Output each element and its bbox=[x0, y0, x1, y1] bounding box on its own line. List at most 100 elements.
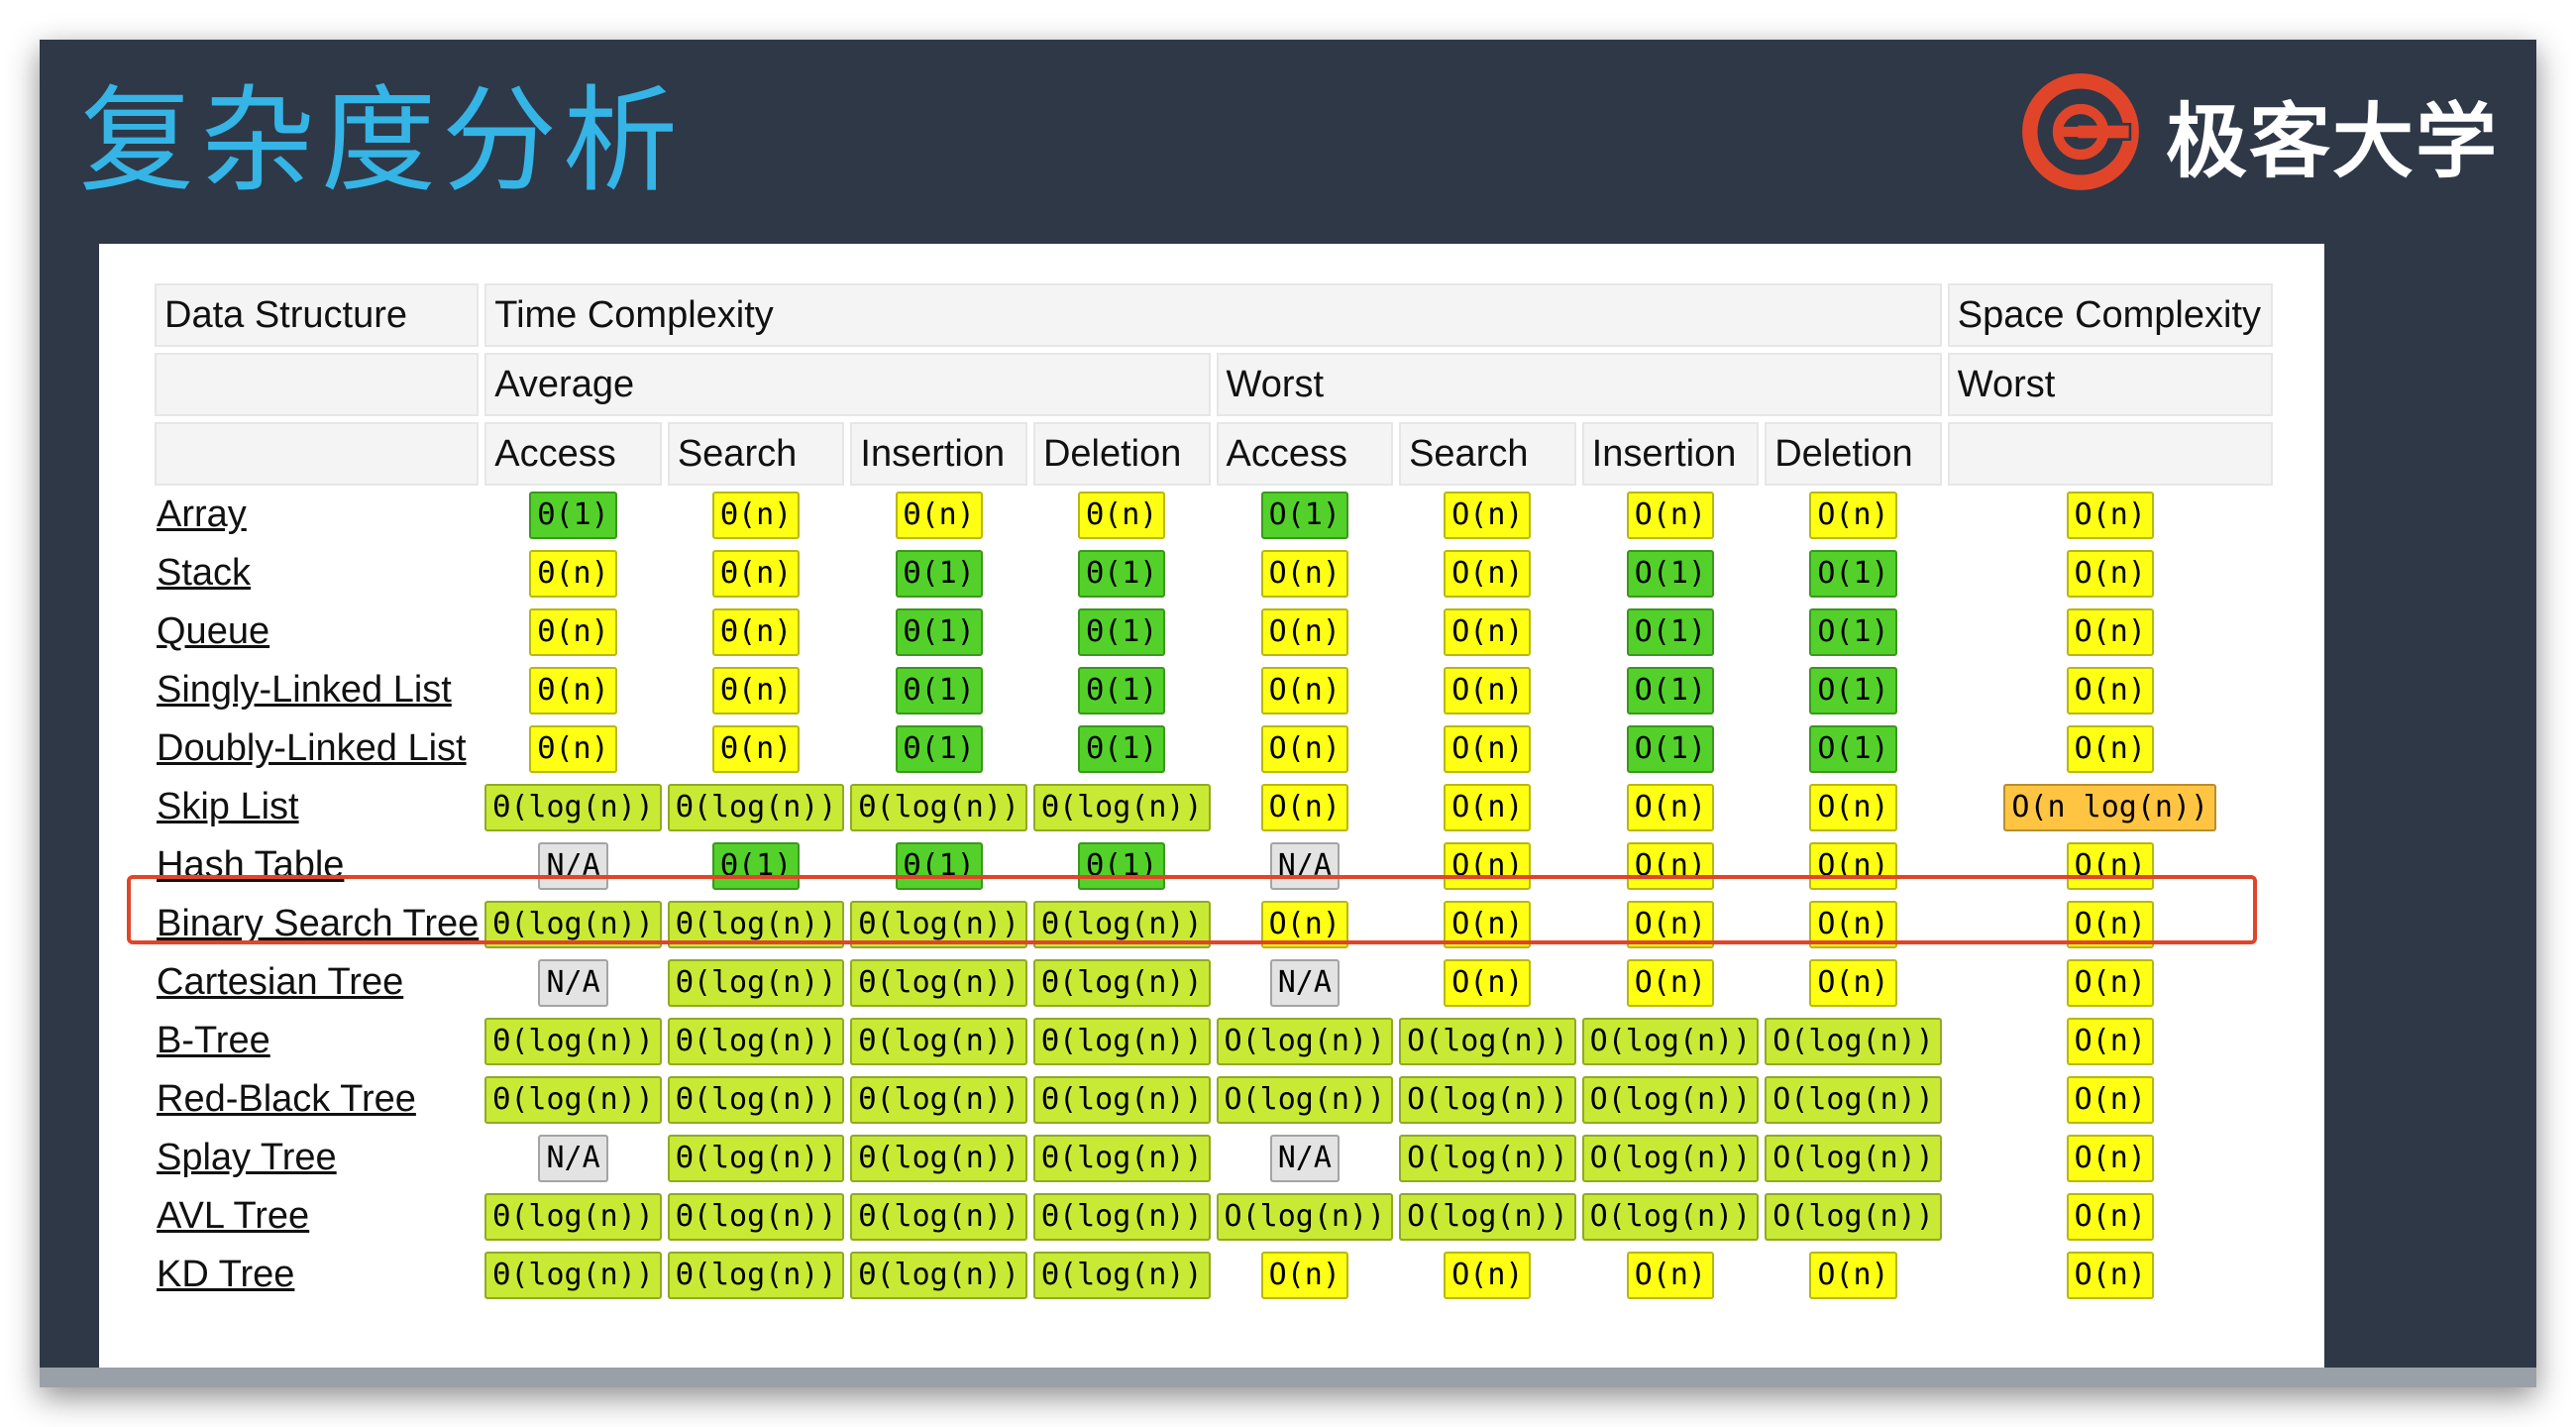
data-structure-link[interactable]: B-Tree bbox=[157, 1020, 270, 1061]
table-row: Splay Tree N/A Θ(log(n)) Θ(log(n)) Θ(log(n))… bbox=[155, 1129, 2273, 1187]
worst-insertion-cell: O(1) bbox=[1582, 544, 1760, 603]
data-structure-link[interactable]: Stack bbox=[157, 552, 252, 594]
complexity-badge: Θ(log(n)) bbox=[667, 783, 845, 831]
complexity-badge: O(n) bbox=[1626, 841, 1715, 890]
data-structure-link[interactable]: Skip List bbox=[157, 786, 299, 827]
complexity-badge: Θ(log(n)) bbox=[484, 783, 662, 831]
data-structure-link[interactable]: Cartesian Tree bbox=[157, 961, 404, 1003]
complexity-badge: O(n) bbox=[2066, 841, 2154, 890]
worst-search-cell: O(log(n)) bbox=[1399, 1070, 1576, 1129]
avg-deletion-cell: Θ(1) bbox=[1033, 544, 1211, 603]
table-row: Singly-Linked List Θ(n) Θ(n) Θ(1) Θ(1) O(n) O(… bbox=[155, 661, 2273, 719]
worst-access-cell: O(n) bbox=[1217, 603, 1394, 661]
avg-access-cell: Θ(log(n)) bbox=[484, 1187, 662, 1246]
worst-deletion-cell: O(n) bbox=[1765, 778, 1942, 836]
complexity-badge: O(n) bbox=[1444, 549, 1532, 598]
table-row: Array Θ(1) Θ(n) Θ(n) Θ(n) O(1) O(n) O(n) O(n) O(n… bbox=[155, 486, 2273, 544]
header-worst-space: Worst bbox=[1947, 353, 2273, 416]
data-structure-link[interactable]: Doubly-Linked List bbox=[157, 727, 467, 769]
complexity-badge: O(n) bbox=[1260, 607, 1348, 656]
header-time-complexity: Time Complexity bbox=[484, 283, 1942, 347]
avg-access-cell: N/A bbox=[484, 1129, 662, 1187]
complexity-badge: Θ(log(n)) bbox=[1032, 783, 1211, 831]
data-structure-link[interactable]: Red-Black Tree bbox=[157, 1078, 416, 1120]
complexity-badge: O(n) bbox=[2066, 1017, 2154, 1065]
complexity-badge: Θ(log(n)) bbox=[1032, 900, 1211, 948]
complexity-badge: Θ(n) bbox=[529, 666, 617, 714]
data-structure-link[interactable]: Hash Table bbox=[157, 844, 345, 886]
space-worst-cell: O(n) bbox=[1948, 1129, 2273, 1187]
complexity-badge: O(n) bbox=[2066, 900, 2154, 948]
complexity-badge: O(1) bbox=[1626, 666, 1715, 714]
data-structure-link[interactable]: Singly-Linked List bbox=[157, 669, 452, 711]
avg-search-cell: Θ(log(n)) bbox=[667, 1012, 845, 1070]
space-worst-cell: O(n) bbox=[1948, 603, 2273, 661]
data-structure-cell: KD Tree bbox=[155, 1246, 479, 1304]
complexity-badge: O(1) bbox=[1809, 666, 1897, 714]
complexity-badge: Θ(log(n)) bbox=[850, 1075, 1027, 1124]
header-average: Average bbox=[484, 353, 1211, 416]
space-worst-cell: O(n log(n)) bbox=[1948, 778, 2273, 836]
data-structure-cell: Queue bbox=[155, 603, 479, 661]
complexity-badge: O(log(n)) bbox=[1765, 1134, 1942, 1182]
header-op-deletion: Deletion bbox=[1765, 422, 1942, 486]
worst-insertion-cell: O(1) bbox=[1582, 661, 1760, 719]
complexity-badge: O(log(n)) bbox=[1399, 1017, 1576, 1065]
worst-insertion-cell: O(log(n)) bbox=[1581, 1012, 1760, 1070]
complexity-badge: Θ(log(n)) bbox=[850, 958, 1027, 1007]
complexity-badge: Θ(log(n)) bbox=[1032, 1192, 1211, 1241]
complexity-badge: Θ(log(n)) bbox=[484, 1017, 662, 1065]
complexity-badge: Θ(log(n)) bbox=[667, 1251, 845, 1299]
avg-access-cell: Θ(n) bbox=[484, 661, 662, 719]
worst-access-cell: O(log(n)) bbox=[1216, 1187, 1394, 1246]
worst-deletion-cell: O(1) bbox=[1765, 661, 1942, 719]
avg-access-cell: Θ(log(n)) bbox=[484, 1012, 662, 1070]
avg-deletion-cell: Θ(log(n)) bbox=[1032, 895, 1211, 953]
complexity-badge: Θ(1) bbox=[529, 491, 617, 539]
worst-deletion-cell: O(log(n)) bbox=[1765, 1070, 1942, 1129]
space-worst-cell: O(n) bbox=[1948, 486, 2273, 544]
worst-access-cell: N/A bbox=[1217, 953, 1394, 1012]
complexity-badge: O(n) bbox=[1809, 783, 1897, 831]
avg-access-cell: Θ(log(n)) bbox=[484, 895, 662, 953]
complexity-badge: Θ(log(n)) bbox=[667, 1017, 845, 1065]
complexity-badge: O(1) bbox=[1626, 549, 1715, 598]
complexity-badge: Θ(log(n)) bbox=[667, 958, 845, 1007]
worst-deletion-cell: O(n) bbox=[1765, 1246, 1942, 1304]
complexity-table-panel: Data Structure Time Complexity Space Com… bbox=[99, 244, 2324, 1387]
complexity-badge: Θ(log(n)) bbox=[484, 1075, 662, 1124]
complexity-badge: O(n) bbox=[1444, 1251, 1532, 1299]
avg-search-cell: Θ(log(n)) bbox=[667, 1129, 845, 1187]
complexity-badge: O(log(n)) bbox=[1581, 1075, 1760, 1124]
data-structure-link[interactable]: Queue bbox=[157, 610, 270, 652]
data-structure-link[interactable]: Array bbox=[157, 494, 247, 535]
complexity-badge: O(n) bbox=[1444, 841, 1532, 890]
complexity-badge: N/A bbox=[1269, 841, 1340, 890]
data-structure-cell: Skip List bbox=[155, 778, 479, 836]
data-structure-link[interactable]: Splay Tree bbox=[157, 1137, 337, 1178]
space-worst-cell: O(n) bbox=[1948, 1246, 2273, 1304]
table-row: Queue Θ(n) Θ(n) Θ(1) Θ(1) O(n) O(n) O(1) O(1) O(n… bbox=[155, 603, 2273, 661]
header-op-insertion: Insertion bbox=[1581, 422, 1760, 486]
complexity-badge: Θ(1) bbox=[1078, 549, 1166, 598]
avg-access-cell: Θ(log(n)) bbox=[484, 1246, 662, 1304]
worst-insertion-cell: O(n) bbox=[1582, 486, 1760, 544]
data-structure-link[interactable]: Binary Search Tree bbox=[157, 903, 480, 944]
worst-search-cell: O(n) bbox=[1399, 719, 1576, 778]
avg-insertion-cell: Θ(log(n)) bbox=[850, 953, 1027, 1012]
complexity-badge: O(n) bbox=[1626, 783, 1715, 831]
data-structure-link[interactable]: AVL Tree bbox=[157, 1195, 310, 1237]
table-row: AVL Tree Θ(log(n)) Θ(log(n)) Θ(log(n)) Θ(log… bbox=[155, 1187, 2273, 1246]
complexity-badge: Θ(n) bbox=[711, 549, 801, 598]
data-structure-link[interactable]: KD Tree bbox=[157, 1254, 295, 1295]
data-structure-cell: Singly-Linked List bbox=[155, 661, 479, 719]
complexity-badge: Θ(n) bbox=[529, 549, 617, 598]
worst-insertion-cell: O(log(n)) bbox=[1581, 1070, 1760, 1129]
avg-deletion-cell: Θ(log(n)) bbox=[1032, 778, 1211, 836]
data-structure-cell: Stack bbox=[155, 544, 479, 603]
avg-search-cell: Θ(n) bbox=[668, 661, 845, 719]
worst-access-cell: O(log(n)) bbox=[1216, 1012, 1394, 1070]
avg-insertion-cell: Θ(1) bbox=[850, 661, 1027, 719]
complexity-badge: Θ(log(n)) bbox=[1032, 958, 1211, 1007]
complexity-badge: O(1) bbox=[1809, 724, 1897, 773]
